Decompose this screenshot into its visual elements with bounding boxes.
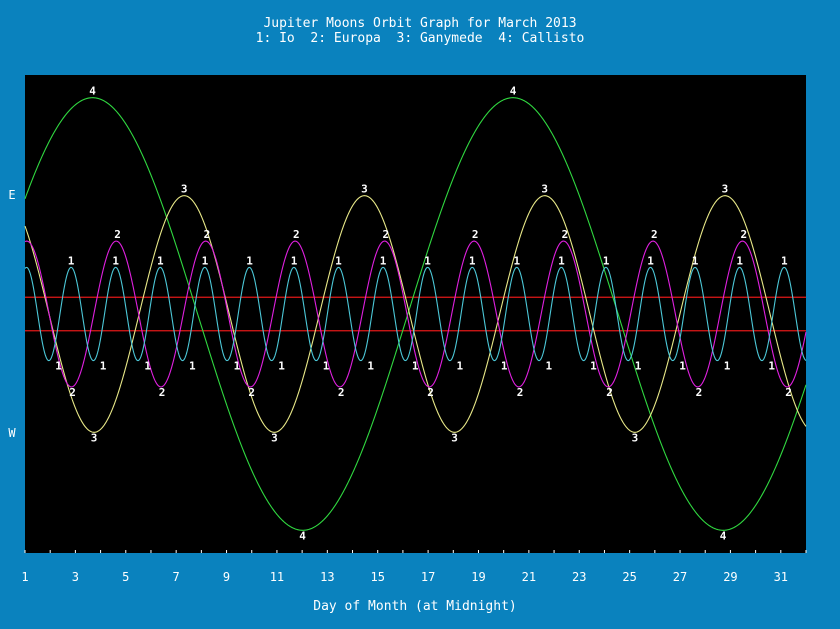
moon-2-peak-label: 2: [382, 228, 389, 241]
moon-2-trough-label: 2: [785, 386, 792, 399]
moon-2-peak-label: 2: [472, 228, 479, 241]
moon-1-trough-label: 1: [367, 360, 374, 373]
moon-3-peak-label: 3: [722, 183, 729, 196]
moon-3-trough-label: 3: [451, 431, 458, 444]
moon-1-trough-label: 1: [724, 360, 731, 373]
moon-1-trough-label: 1: [412, 360, 419, 373]
moon-4-trough-label: 4: [720, 529, 727, 542]
x-axis: 1 3 5 7 9 11 13 15 17 19 21 23 25 27 29 31: [21, 550, 807, 584]
x-tick-label: 3: [72, 570, 79, 584]
moon-1-trough-label: 1: [323, 360, 330, 373]
moon-2-trough-label: 2: [159, 386, 166, 399]
x-tick-label: 13: [320, 570, 334, 584]
series-line-1: [24, 266, 807, 362]
moon-3-trough-label: 3: [632, 431, 639, 444]
x-tick-label: 27: [673, 570, 687, 584]
series-line-4: [24, 97, 807, 531]
moon-1-peak-label: 1: [112, 254, 119, 267]
moon-1-peak-label: 1: [157, 254, 164, 267]
moon-1-trough-label: 1: [768, 360, 775, 373]
moon-1-peak-label: 1: [424, 254, 431, 267]
moon-2-trough-label: 2: [248, 386, 255, 399]
moon-1-trough-label: 1: [501, 360, 508, 373]
x-tick-label: 15: [370, 570, 384, 584]
moon-1-peak-label: 1: [736, 254, 743, 267]
series-line-2: [24, 240, 807, 388]
moon-3-peak-label: 3: [361, 183, 368, 196]
moon-1-trough-label: 1: [679, 360, 686, 373]
chart-title: Jupiter Moons Orbit Graph for March 2013: [263, 16, 576, 31]
moon-1-trough-label: 1: [55, 360, 62, 373]
moon-1-peak-label: 1: [335, 254, 342, 267]
x-tick-label: 29: [723, 570, 737, 584]
x-tick-label: 25: [622, 570, 636, 584]
moon-1-peak-label: 1: [469, 254, 476, 267]
x-tick-label: 21: [522, 570, 536, 584]
plot-area: [25, 75, 806, 553]
moon-1-peak-label: 1: [291, 254, 298, 267]
x-tick-label: 31: [774, 570, 788, 584]
chart-subtitle: 1: Io 2: Europa 3: Ganymede 4: Callisto: [256, 31, 585, 46]
moon-3-trough-label: 3: [91, 431, 98, 444]
moon-1-trough-label: 1: [456, 360, 463, 373]
moon-2-peak-label: 2: [740, 228, 747, 241]
moon-2-peak-label: 2: [651, 228, 658, 241]
y-label-west: W: [8, 426, 16, 440]
moon-1-peak-label: 1: [647, 254, 654, 267]
moon-2-trough-label: 2: [427, 386, 434, 399]
moon-2-trough-label: 2: [696, 386, 703, 399]
moon-2-trough-label: 2: [69, 386, 76, 399]
moon-1-peak-label: 1: [246, 254, 253, 267]
moon-1-peak-label: 1: [781, 254, 788, 267]
moon-3-peak-label: 3: [541, 183, 548, 196]
x-tick-label: 9: [223, 570, 230, 584]
x-tick-label: 7: [173, 570, 180, 584]
moon-1-trough-label: 1: [100, 360, 107, 373]
moon-1-peak-label: 1: [692, 254, 699, 267]
moon-1-trough-label: 1: [590, 360, 597, 373]
moon-1-peak-label: 1: [68, 254, 75, 267]
x-axis-label: Day of Month (at Midnight): [313, 599, 517, 614]
y-label-east: E: [8, 188, 15, 202]
moon-3-peak-label: 3: [181, 183, 188, 196]
moon-1-trough-label: 1: [635, 360, 642, 373]
x-tick-label: 1: [21, 570, 28, 584]
moon-1-trough-label: 1: [144, 360, 151, 373]
moon-2-peak-label: 2: [114, 228, 121, 241]
x-tick-label: 11: [270, 570, 284, 584]
moon-1-trough-label: 1: [278, 360, 285, 373]
moon-1-trough-label: 1: [189, 360, 196, 373]
moon-2-trough-label: 2: [338, 386, 345, 399]
moon-series: [24, 97, 807, 531]
x-tick-label: 17: [421, 570, 435, 584]
moon-1-peak-label: 1: [603, 254, 610, 267]
series-line-3: [24, 195, 807, 433]
moon-1-peak-label: 1: [558, 254, 565, 267]
x-tick-label: 23: [572, 570, 586, 584]
moon-3-trough-label: 3: [271, 431, 278, 444]
moon-2-trough-label: 2: [517, 386, 524, 399]
moon-1-trough-label: 1: [545, 360, 552, 373]
moon-2-peak-label: 2: [562, 228, 569, 241]
x-tick-label: 19: [471, 570, 485, 584]
moon-2-peak-label: 2: [204, 228, 211, 241]
moon-2-trough-label: 2: [606, 386, 613, 399]
moon-4-peak-label: 4: [510, 85, 517, 98]
moon-1-trough-label: 1: [234, 360, 241, 373]
moon-2-peak-label: 2: [293, 228, 300, 241]
moon-1-peak-label: 1: [513, 254, 520, 267]
moon-1-peak-label: 1: [380, 254, 387, 267]
moon-4-peak-label: 4: [89, 85, 96, 98]
x-tick-label: 5: [122, 570, 129, 584]
moon-labels: 1 1 1 1 1 1 1 1 1 1 1 1 1 1 1 1 11 1 1 1 1 1 1 1 1 1 1 1 1 1 1 1 12 2 2 2 2 2…: [55, 85, 792, 543]
moon-1-peak-label: 1: [202, 254, 209, 267]
moon-4-trough-label: 4: [299, 529, 306, 542]
